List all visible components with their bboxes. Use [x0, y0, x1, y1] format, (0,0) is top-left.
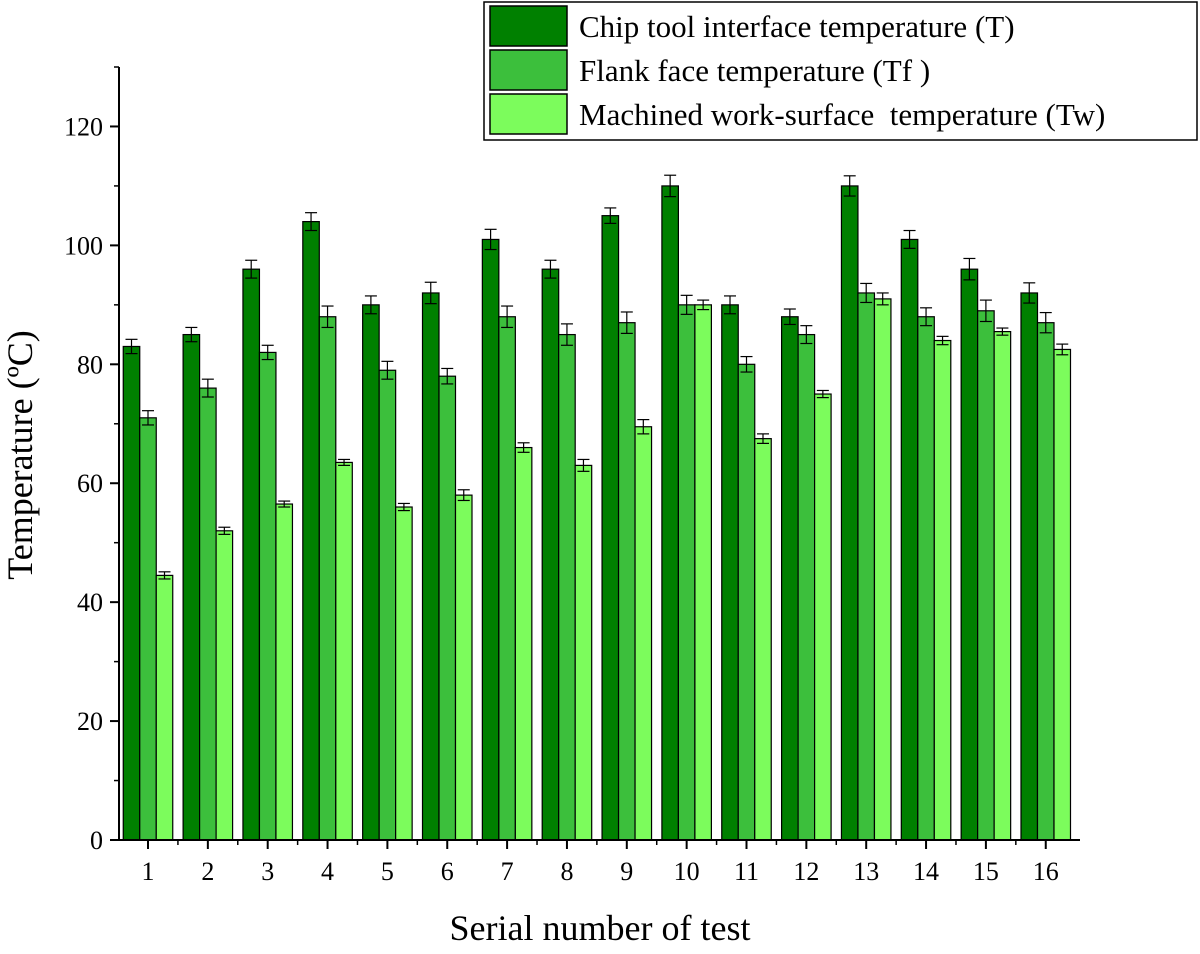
x-tick-label: 16	[1033, 857, 1059, 886]
x-tick-label: 1	[142, 857, 155, 886]
bar-series-2-test-9	[617, 322, 636, 841]
y-tick-label: 20	[77, 707, 103, 736]
bar-series-1-test-4	[302, 221, 320, 841]
bar-series-2-test-7	[498, 316, 516, 841]
bar-series-2-test-14	[917, 316, 935, 841]
bar-series-3-test-3	[275, 503, 294, 841]
y-tick-label: 0	[90, 826, 103, 855]
x-tick-label: 7	[501, 857, 514, 886]
bar-series-3-test-15	[993, 331, 1012, 841]
legend-swatch-series-1	[489, 5, 568, 47]
bar-series-1-test-8	[541, 268, 560, 841]
bar-series-1-test-3	[242, 268, 261, 841]
legend-box	[483, 1, 1198, 141]
legend-label-series-2: Flank face temperature (Tf )	[579, 53, 930, 88]
bar-series-2-test-1	[139, 417, 157, 841]
bar-series-3-test-14	[933, 339, 952, 841]
bar-series-1-test-11	[721, 304, 739, 841]
bar-series-3-test-2	[215, 530, 234, 841]
bar-series-3-test-16	[1053, 348, 1072, 841]
bar-series-2-test-8	[558, 333, 576, 841]
axes	[118, 67, 1080, 841]
x-tick-label: 10	[674, 857, 700, 886]
bar-series-2-test-12	[797, 333, 816, 841]
x-axis-title: Serial number of test	[450, 908, 751, 948]
legend-label-series-3: Machined work-surface temperature (Tw)	[579, 97, 1105, 132]
y-tick-label: 100	[64, 231, 103, 260]
bar-series-3-test-5	[395, 506, 413, 841]
bar-series-3-test-11	[754, 438, 772, 841]
bar-series-2-test-13	[857, 292, 876, 841]
x-tick-label: 11	[734, 857, 759, 886]
bar-series-1-test-12	[780, 316, 799, 841]
x-tick-label: 8	[560, 857, 573, 886]
bar-series-2-test-10	[677, 304, 696, 841]
x-tick-label: 2	[201, 857, 214, 886]
bars	[122, 174, 1072, 841]
bar-series-1-test-15	[960, 268, 979, 841]
bar-series-1-test-14	[900, 238, 919, 841]
y-tick-label: 120	[64, 112, 103, 141]
bar-series-2-test-2	[199, 387, 217, 841]
bar-series-2-test-15	[977, 310, 995, 841]
x-tick-label: 3	[261, 857, 274, 886]
bar-series-3-test-13	[873, 298, 892, 841]
bar-series-2-test-3	[258, 351, 277, 841]
y-axis-title: Temperature (ºC)	[0, 330, 40, 580]
y-tick-label: 60	[77, 469, 103, 498]
x-tick-label: 4	[321, 857, 334, 886]
bar-series-3-test-8	[574, 464, 593, 841]
bar-series-3-test-12	[813, 393, 832, 841]
bar-series-3-test-9	[634, 426, 653, 841]
bar-series-2-test-6	[438, 375, 457, 841]
x-tick-label: 5	[381, 857, 394, 886]
bar-series-3-test-1	[155, 574, 174, 841]
bar-series-2-test-16	[1036, 322, 1055, 841]
bar-series-3-test-7	[514, 446, 533, 841]
legend-swatch-series-3	[489, 93, 568, 135]
bar-series-1-test-13	[840, 185, 859, 841]
bar-series-2-test-5	[378, 369, 397, 841]
bar-series-3-test-6	[454, 494, 473, 841]
x-tick-label: 9	[620, 857, 633, 886]
x-tick-label: 14	[913, 857, 939, 886]
y-tick-label: 40	[77, 588, 103, 617]
bar-series-1-test-7	[481, 238, 500, 841]
bar-series-2-test-4	[318, 316, 337, 841]
bar-series-1-test-6	[421, 292, 440, 841]
bar-series-1-test-5	[362, 304, 380, 841]
x-tick-label: 15	[973, 857, 999, 886]
y-tick-label: 80	[77, 350, 103, 379]
legend: Chip tool interface temperature (T) Flank…	[483, 1, 1198, 141]
x-tick-label: 13	[853, 857, 879, 886]
bar-series-1-test-9	[601, 215, 620, 841]
bar-series-1-test-16	[1020, 292, 1039, 841]
legend-label-series-1: Chip tool interface temperature (T)	[579, 9, 1015, 44]
bar-series-3-test-4	[335, 461, 353, 841]
x-tick-label: 6	[441, 857, 454, 886]
legend-swatch-series-2	[489, 49, 568, 91]
bar-series-2-test-11	[737, 363, 756, 841]
bar-series-3-test-10	[694, 304, 713, 841]
bar-series-1-test-1	[122, 345, 141, 841]
bar-series-1-test-2	[182, 333, 201, 841]
bar-series-1-test-10	[661, 185, 680, 841]
x-tick-label: 12	[793, 857, 819, 886]
